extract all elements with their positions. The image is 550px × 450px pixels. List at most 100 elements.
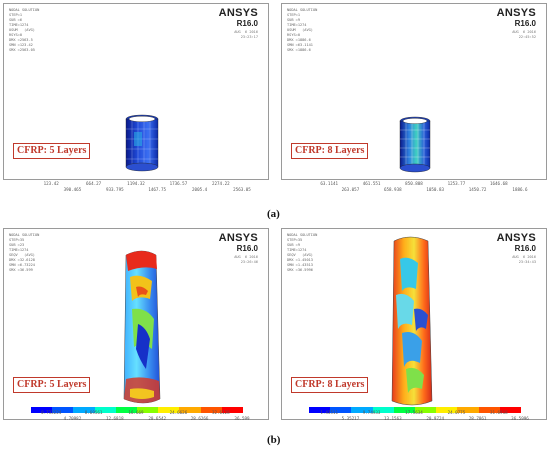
cylinder-model-8-layers	[399, 116, 431, 173]
legend-swatch	[158, 407, 180, 413]
legend-swatch	[31, 179, 52, 180]
legend-swatch	[436, 179, 457, 180]
legend-ticks: 123.42 664.27 1194.32 1736.57 2274.22 390.465…	[30, 181, 251, 197]
brand-name: ANSYS	[496, 7, 536, 19]
legend-swatch	[330, 179, 351, 180]
info-line: RSYS=0	[287, 33, 300, 37]
cfrp-layer-label: CFRP: 5 Layers	[13, 377, 91, 393]
legend-tick-top: 9.74933	[362, 410, 381, 415]
legend-tick-bottom: 1050.83	[426, 187, 445, 192]
legend-tick-bottom: 36.599	[234, 416, 250, 421]
legend-tick-top: 1646.68	[489, 181, 508, 186]
legend-swatch	[95, 179, 116, 180]
date-line: AUG 6 2016	[512, 255, 536, 259]
color-legend-bar	[309, 407, 522, 413]
legend-tick-bottom: 1450.72	[468, 187, 487, 192]
legend-ticks: 1.43511 9.74933 17.5634 24.0775 31.6918 5.352…	[308, 410, 528, 426]
info-line: SUB =23	[9, 243, 25, 247]
brand-version: R16.0	[236, 19, 258, 28]
legend-tick-top: 1253.77	[447, 181, 466, 186]
ansys-logo: ANSYS R16.0	[219, 8, 258, 28]
legend-swatch	[479, 179, 500, 180]
info-line: TIME=1274	[9, 23, 29, 27]
ansys-panel-a-right: NODAL SOLUTION STEP=1 SUB =9 TIME=1274 USUM …	[281, 3, 547, 180]
legend-tick-bottom: 390.465	[63, 187, 82, 192]
legend-tick-top: 664.27	[86, 181, 102, 186]
legend-tick-top: 1736.57	[169, 181, 188, 186]
info-line: DMX =1.45013	[287, 258, 313, 262]
legend-tick-top: 31.6918	[489, 410, 508, 415]
legend-swatch	[393, 407, 416, 413]
legend-swatch	[201, 179, 222, 180]
info-line: NODAL SOLUTION	[287, 233, 318, 237]
date-line: AUG 6 2016	[234, 255, 258, 259]
legend-swatch	[330, 407, 352, 413]
legend-swatch	[222, 179, 243, 180]
info-line: USUM (AVG)	[287, 28, 313, 32]
brand-version: R16.0	[236, 244, 258, 253]
legend-tick-top: 63.1141	[320, 181, 339, 186]
legend-tick-bottom: 933.795	[105, 187, 124, 192]
info-line: SMX =36.5996	[287, 268, 313, 272]
legend-swatch	[457, 179, 478, 180]
brand-name: ANSYS	[496, 232, 536, 244]
legend-tick-bottom: 36.5996	[511, 416, 529, 421]
brand-name: ANSYS	[218, 232, 258, 244]
legend-tick-top: 24.0775	[447, 410, 466, 415]
legend-swatch	[158, 179, 179, 180]
caption-a: (a)	[267, 208, 280, 220]
legend-swatch	[137, 179, 158, 180]
info-line: SMN =1.43513	[287, 263, 313, 267]
info-line: STEP=35	[9, 238, 25, 242]
date-line: 23:26:46	[240, 260, 258, 264]
legend-tick-top: 17.5634	[405, 410, 423, 415]
legend-tick-bottom: 1467.75	[148, 187, 167, 192]
legend-swatch	[94, 407, 116, 413]
info-line: SMN =6.73224	[9, 263, 35, 267]
info-line: STEP=1	[9, 13, 22, 17]
info-line: STEP=35	[287, 238, 303, 242]
legend-swatch	[436, 407, 458, 413]
legend-tick-bottom: 4.70982	[63, 416, 82, 421]
info-line: RSYS=0	[9, 33, 22, 37]
legend-swatch	[500, 179, 521, 180]
info-line: NODAL SOLUTION	[287, 8, 318, 12]
info-line: NODAL SOLUTION	[9, 233, 40, 237]
info-line: DMX =1886.6	[287, 38, 311, 42]
date-line: 22:45:52	[518, 35, 536, 39]
date-line: 23:34:43	[518, 260, 536, 264]
info-line: NODAL SOLUTION	[9, 8, 40, 12]
info-line: TIME=1274	[9, 248, 29, 252]
date-line: AUG 6 2016	[234, 30, 258, 34]
ansys-logo: ANSYS R16.0	[219, 233, 258, 253]
legend-swatch	[478, 407, 500, 413]
legend-swatch	[52, 179, 73, 180]
cfrp-layer-label: CFRP: 5 Layers	[13, 143, 91, 159]
info-line: DMX =2563.5	[9, 38, 33, 42]
info-line: DMX =32.6128	[9, 258, 35, 262]
legend-tick-bottom: 20.9724	[426, 416, 445, 421]
legend-swatch	[457, 407, 479, 413]
legend-tick-top: 461.551	[362, 181, 381, 186]
brand-version: R16.0	[514, 19, 536, 28]
ansys-logo: ANSYS R16.0	[497, 233, 536, 253]
legend-swatch	[309, 179, 330, 180]
legend-tick-bottom: 20.6542	[148, 416, 167, 421]
legend-tick-bottom: 2005.4	[192, 187, 208, 192]
legend-swatch	[499, 407, 522, 413]
info-line: SUB =9	[287, 243, 300, 247]
date-line: 23:23:17	[240, 35, 258, 39]
solution-info: NODAL SOLUTION STEP=1 SUB =6 TIME=1274 USUM …	[9, 8, 39, 53]
info-line: SEQV (AVG)	[287, 253, 313, 257]
legend-tick-top: 1.43511	[320, 410, 339, 415]
info-line: TIME=1274	[287, 248, 307, 252]
ansys-panel-b-left: NODAL SOLUTION STEP=35 SUB =23 TIME=1274 SEQ…	[3, 228, 269, 420]
legend-swatch	[373, 179, 394, 180]
legend-swatch	[200, 407, 222, 413]
legend-swatch	[309, 407, 331, 413]
legend-swatch	[415, 179, 436, 180]
legend-tick-top: 2274.22	[211, 181, 230, 186]
info-line: SMX =1886.6	[287, 48, 311, 52]
legend-swatch	[394, 179, 415, 180]
color-legend-bar	[309, 179, 521, 180]
